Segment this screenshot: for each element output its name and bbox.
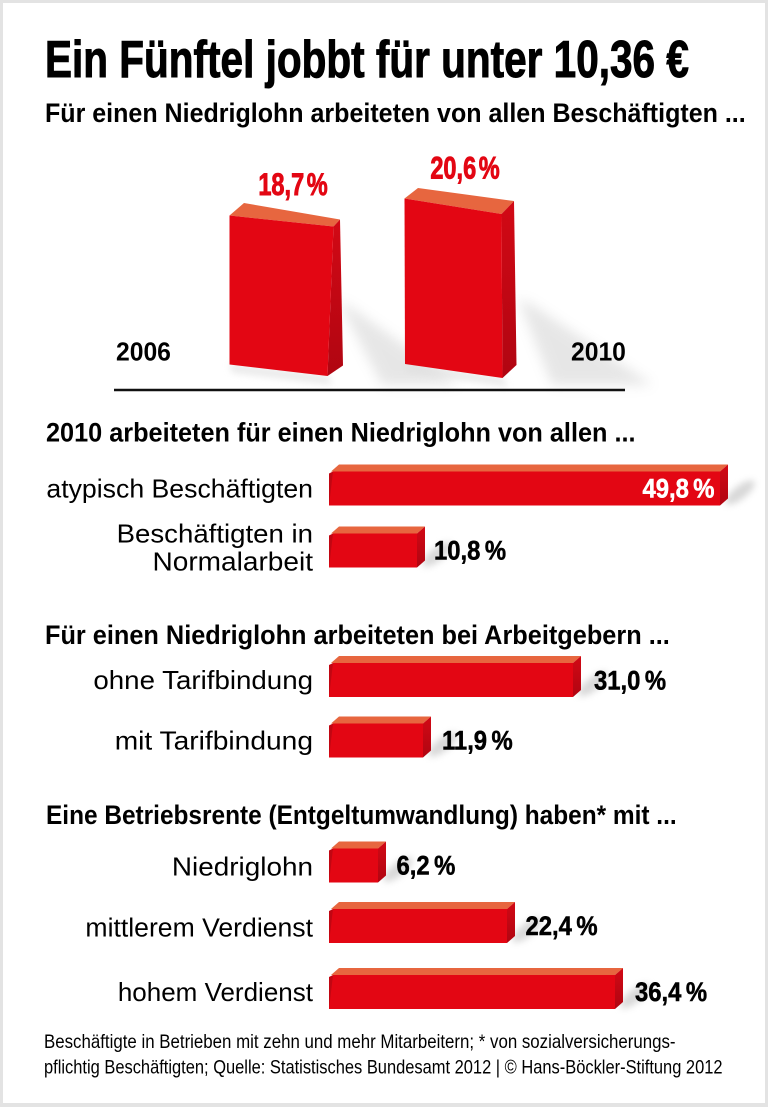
svg-text:22,4 %: 22,4 %: [526, 912, 598, 941]
svg-text:36,4 %: 36,4 %: [635, 978, 707, 1007]
svg-text:atypisch Beschäftigten: atypisch Beschäftigten: [46, 474, 313, 503]
svg-text:Eine Betriebsrente (Entgeltumw: Eine Betriebsrente (Entgeltumwandlung) h…: [46, 801, 677, 830]
svg-text:pflichtig Beschäftigten; Quell: pflichtig Beschäftigten; Quelle: Statist…: [44, 1056, 723, 1077]
svg-text:Niedriglohn: Niedriglohn: [172, 853, 313, 882]
svg-text:Ein Fünftel jobbt für unter 10: Ein Fünftel jobbt für unter 10,36 €: [45, 30, 689, 88]
svg-text:Beschäftigte in Betrieben mit: Beschäftigte in Betrieben mit zehn und m…: [44, 1031, 676, 1052]
svg-text:18,7 %: 18,7 %: [258, 167, 327, 202]
svg-text:11,9 %: 11,9 %: [442, 726, 513, 755]
svg-text:49,8 %: 49,8 %: [642, 474, 714, 503]
svg-text:mit Tarifbindung: mit Tarifbindung: [115, 727, 313, 755]
svg-text:6,2 %: 6,2 %: [397, 851, 456, 880]
svg-text:Normalarbeit: Normalarbeit: [152, 548, 313, 577]
svg-text:hohem Verdienst: hohem Verdienst: [118, 979, 313, 1007]
svg-text:Für einen Niedriglohn arbeitet: Für einen Niedriglohn arbeiteten bei Arb…: [45, 622, 670, 651]
svg-text:Beschäftigten in: Beschäftigten in: [117, 519, 313, 548]
svg-text:ohne Tarifbindung: ohne Tarifbindung: [93, 666, 313, 695]
svg-text:Für einen Niedriglohn arbeitet: Für einen Niedriglohn arbeiteten von all…: [45, 99, 746, 128]
svg-text:2006: 2006: [116, 338, 171, 367]
svg-text:10,8 %: 10,8 %: [434, 536, 506, 565]
svg-text:2010 arbeiteten für einen Nied: 2010 arbeiteten für einen Niedriglohn vo…: [46, 419, 636, 448]
svg-text:mittlerem Verdienst: mittlerem Verdienst: [85, 913, 313, 942]
svg-text:2010: 2010: [571, 338, 626, 367]
svg-text:20,6 %: 20,6 %: [430, 150, 499, 185]
svg-text:31,0 %: 31,0 %: [594, 666, 666, 695]
